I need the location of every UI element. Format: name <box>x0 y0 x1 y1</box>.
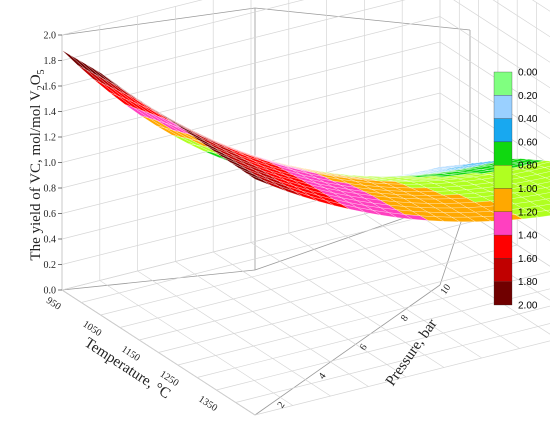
legend-swatch <box>493 188 513 212</box>
y-axis-ticks: 2 4 6 8 10 <box>276 282 454 410</box>
y-tick-label: 2 <box>276 400 288 410</box>
y-tick-label: 4 <box>317 371 329 381</box>
z-tick-label: 1.4 <box>44 107 57 118</box>
legend-swatch <box>493 71 513 96</box>
legend-label: 1.40 <box>518 231 538 242</box>
legend-label: 0.00 <box>518 68 538 79</box>
legend-swatch <box>493 258 513 282</box>
legend-label: 1.80 <box>518 277 538 288</box>
z-tick-label: 0.4 <box>44 235 57 246</box>
x-tick-label: 950 <box>44 295 63 312</box>
legend-label: 0.40 <box>518 114 538 125</box>
legend-label: 0.60 <box>518 137 538 148</box>
z-tick-label: 1.6 <box>44 82 57 93</box>
surface-cell <box>69 54 94 74</box>
y-tick-label: 10 <box>439 282 454 297</box>
z-tick-label: 0.6 <box>44 209 57 220</box>
x-axis-ticks: 95010501150125013501450 <box>44 295 258 421</box>
legend-label: 1.20 <box>518 207 538 218</box>
z-axis-title: The yield of VC, mol/mol V2O5 <box>28 69 47 260</box>
y-axis-title: Pressure, bar <box>383 316 441 389</box>
z-tick-label: 1.2 <box>44 133 57 144</box>
z-tick-label: 0.0 <box>44 286 57 297</box>
legend-label: 0.20 <box>518 91 538 102</box>
legend-swatch <box>493 211 513 236</box>
y-tick-label: 6 <box>358 342 370 352</box>
z-tick-label: 1.8 <box>44 56 57 67</box>
z-tick-label: 1.0 <box>44 158 57 169</box>
legend-swatch <box>493 234 513 259</box>
y-tick-label: 8 <box>399 313 411 323</box>
legend-label: 1.60 <box>518 254 538 265</box>
legend-label: 2.00 <box>518 301 538 312</box>
z-tick-label: 2.0 <box>44 31 57 42</box>
legend-label: 0.80 <box>518 161 538 172</box>
z-axis-ticks: 0.0 0.2 0.4 0.6 0.8 1.0 1.2 1.4 1.6 1.8 2.0 <box>44 31 62 297</box>
legend-label: 1.00 <box>518 184 538 195</box>
color-legend: 0.00 0.20 0.40 0.60 0.80 1.00 1.20 1.40 1.60 1.80… <box>493 68 538 312</box>
z-tick-label: 0.8 <box>44 184 57 195</box>
legend-swatch <box>493 118 513 143</box>
legend-swatch <box>493 165 513 189</box>
legend-swatch <box>493 95 513 119</box>
legend-swatch <box>493 281 513 306</box>
z-tick-label: 0.2 <box>44 260 57 271</box>
legend-swatch <box>493 141 513 166</box>
surface-cell <box>246 173 271 186</box>
x-tick-label: 1350 <box>196 394 219 414</box>
surface-cell <box>544 165 550 170</box>
